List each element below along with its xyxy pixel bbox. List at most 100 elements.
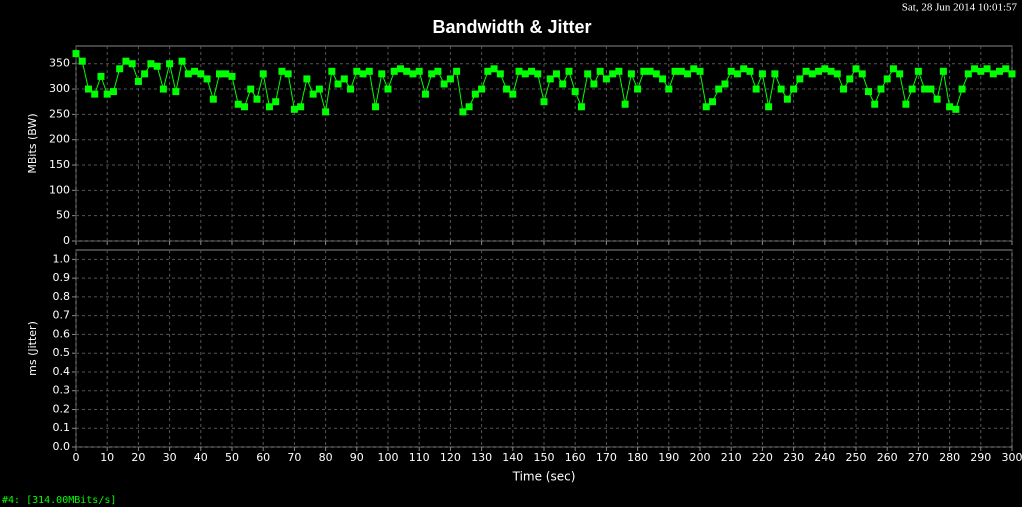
y-tick-label: 200 [49,133,70,146]
data-point [684,70,692,78]
data-point [621,100,629,108]
data-point [315,85,323,93]
data-point [178,57,186,65]
data-point [634,85,642,93]
x-axis-label: Time (sec) [512,470,576,484]
data-point [409,70,417,78]
data-point [808,70,816,78]
x-tick-label: 190 [658,451,679,464]
x-tick-label: 250 [846,451,867,464]
data-point [396,65,404,73]
data-point [902,100,910,108]
x-tick-label: 100 [378,451,399,464]
data-point [615,67,623,75]
data-point [827,67,835,75]
y-tick-label: 0.5 [53,346,71,359]
data-point [665,85,673,93]
data-point [141,70,149,78]
data-point [702,103,710,111]
data-point [234,100,242,108]
data-point [546,75,554,83]
data-point [415,67,423,75]
y-tick-label: 0.2 [53,402,71,415]
data-point [440,80,448,88]
y-tick-label: 0.1 [53,421,71,434]
data-point [571,88,579,96]
x-tick-label: 20 [131,451,145,464]
data-point [265,103,273,111]
data-point [540,98,548,106]
data-point [858,70,866,78]
data-point [490,65,498,73]
data-point [272,98,280,106]
data-point [322,108,330,116]
data-point [78,57,86,65]
y-tick-label: 300 [49,82,70,95]
data-point [971,65,979,73]
data-point [421,90,429,98]
x-tick-label: 110 [409,451,430,464]
x-tick-label: 120 [440,451,461,464]
y-tick-label: 0.7 [53,309,71,322]
timestamp: Sat, 28 Jun 2014 10:01:57 [902,2,1018,14]
x-tick-label: 260 [877,451,898,464]
data-point [103,90,111,98]
data-point [116,65,124,73]
data-point [84,85,92,93]
data-point [896,70,904,78]
data-point [852,65,860,73]
x-tick-label: 0 [73,451,80,464]
data-point [996,67,1004,75]
x-tick-label: 40 [194,451,208,464]
x-tick-label: 210 [721,451,742,464]
data-point [565,67,573,75]
data-point [983,65,991,73]
y-tick-label: 0 [63,234,70,247]
data-point [802,67,810,75]
data-point [334,80,342,88]
y-axis-label: MBits (BW) [26,113,39,173]
data-point [602,75,610,83]
data-point [372,103,380,111]
data-point [509,90,517,98]
data-point [247,85,255,93]
data-point [378,70,386,78]
data-point [777,85,785,93]
data-point [297,103,305,111]
data-point [478,85,486,93]
data-point [209,95,217,103]
data-point [989,70,997,78]
data-point [833,70,841,78]
data-point [864,88,872,96]
y-tick-label: 0.6 [53,327,71,340]
x-tick-label: 230 [783,451,804,464]
data-point [528,67,536,75]
data-point [958,85,966,93]
x-tick-label: 160 [565,451,586,464]
data-point [752,85,760,93]
data-point [347,85,355,93]
data-point [453,67,461,75]
data-point [815,67,823,75]
data-point [128,60,136,68]
data-point [596,67,604,75]
data-point [921,85,929,93]
data-point [428,70,436,78]
data-point [534,70,542,78]
data-point [908,85,916,93]
x-tick-label: 80 [319,451,333,464]
data-point [659,75,667,83]
data-point [790,85,798,93]
data-point [889,65,897,73]
data-point [72,50,80,58]
x-tick-label: 150 [534,451,555,464]
data-point [384,85,392,93]
data-point [652,70,660,78]
data-point [677,67,685,75]
data-point [434,67,442,75]
data-point [184,70,192,78]
data-point [727,67,735,75]
x-tick-label: 60 [256,451,270,464]
data-point [796,75,804,83]
